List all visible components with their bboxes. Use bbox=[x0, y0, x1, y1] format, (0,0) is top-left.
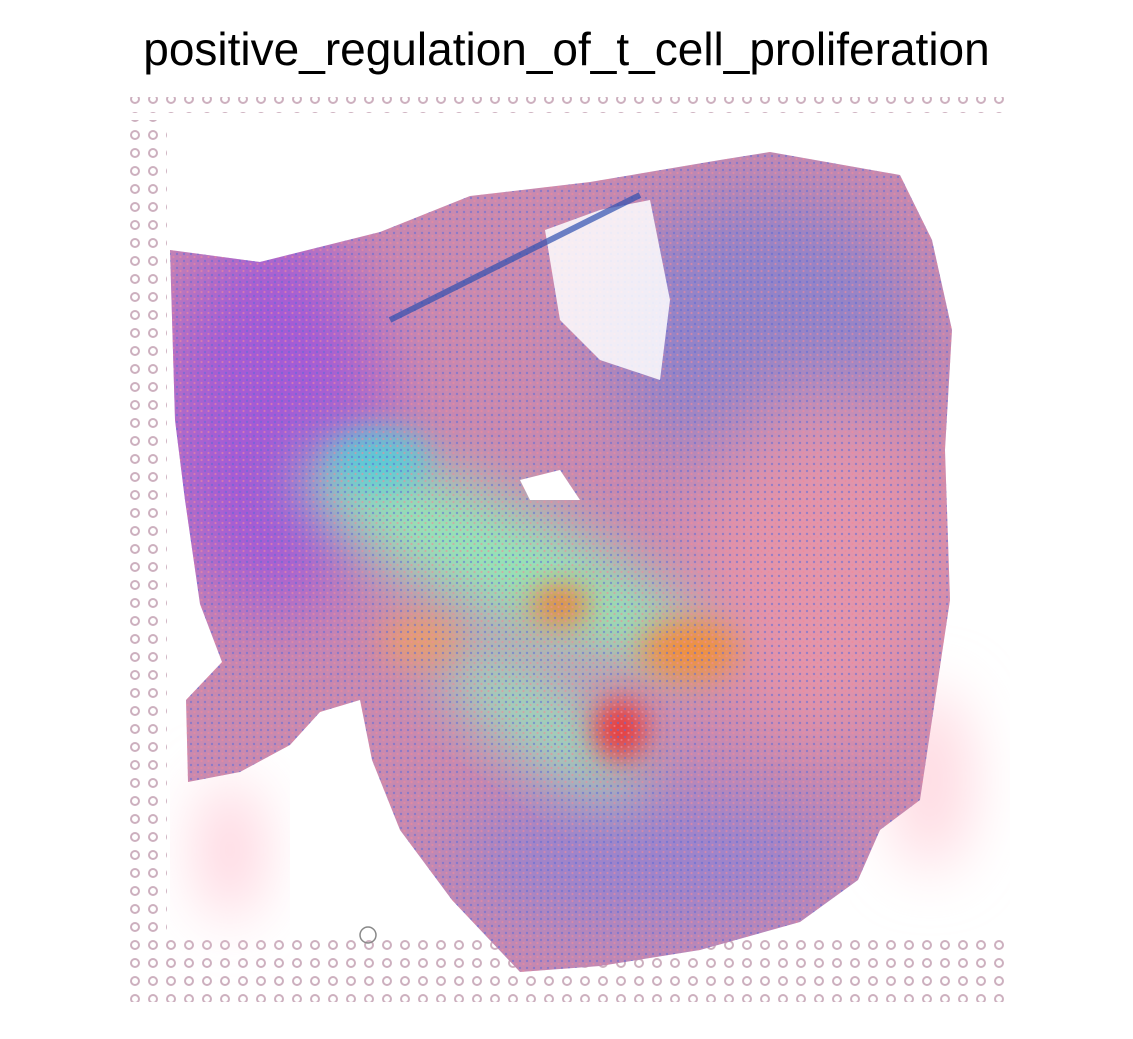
fiducial-row bbox=[127, 97, 1005, 113]
fiducial-column bbox=[127, 120, 167, 940]
marker bbox=[359, 926, 377, 944]
plot-title: positive_regulation_of_t_cell_proliferat… bbox=[143, 23, 990, 75]
glow bbox=[200, 780, 260, 920]
tissue bbox=[170, 152, 952, 972]
